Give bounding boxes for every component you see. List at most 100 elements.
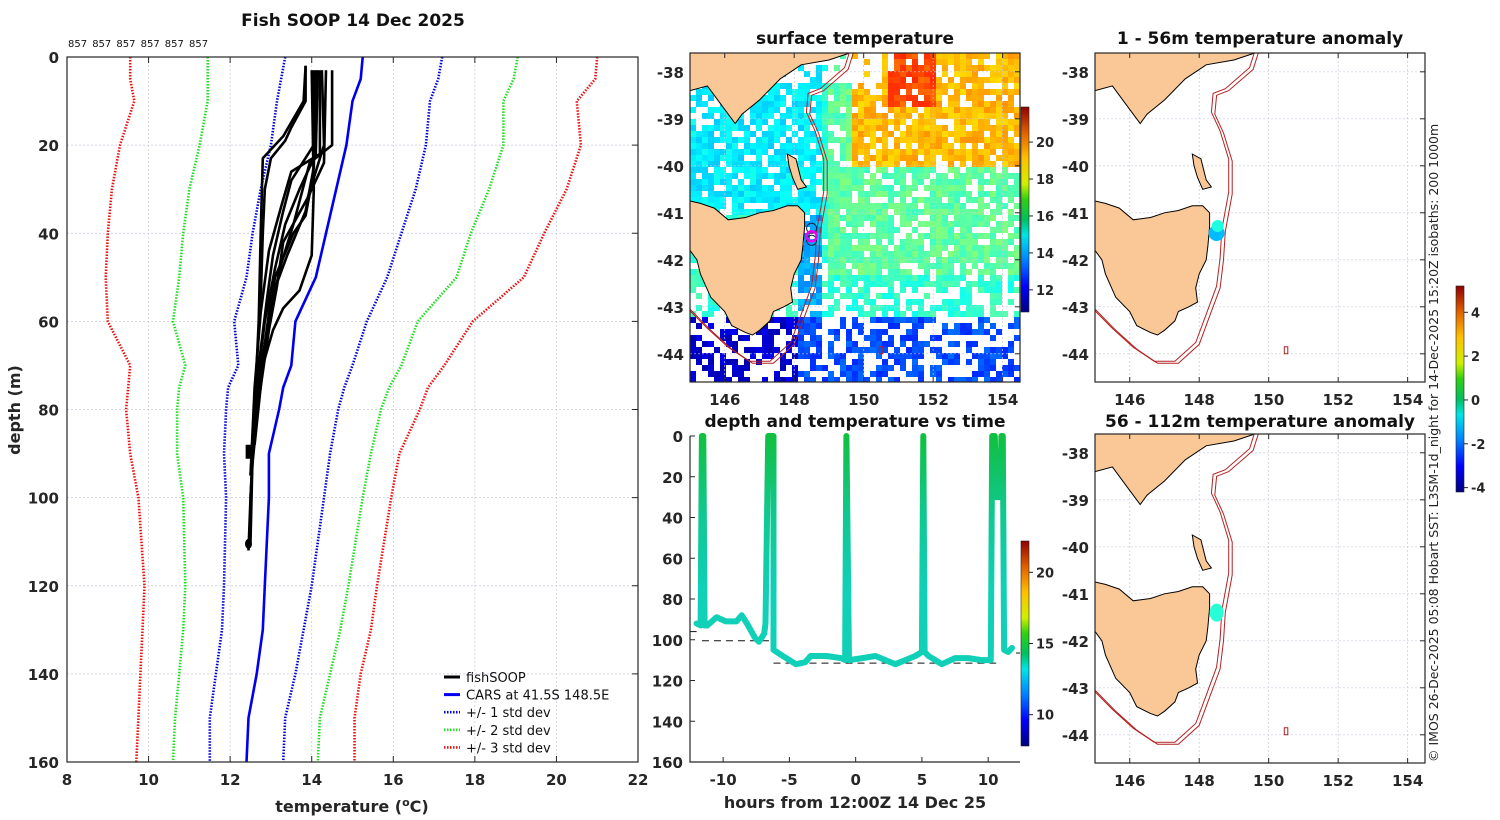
sst-pixel	[942, 245, 948, 251]
sst-pixel	[774, 131, 780, 137]
sst-pixel	[972, 113, 978, 119]
sst-pixel	[1008, 119, 1014, 125]
sst-pixel	[852, 209, 858, 215]
sst-pixel	[786, 185, 792, 191]
sst-pixel	[852, 185, 858, 191]
sst-pixel	[924, 125, 930, 131]
sst-pixel	[930, 365, 936, 371]
sst-pixel	[780, 197, 786, 203]
sst-pixel	[888, 215, 894, 221]
sst-pixel	[732, 329, 738, 335]
sst-pixel	[858, 203, 864, 209]
sst-pixel	[714, 305, 720, 311]
sst-pixel	[690, 275, 696, 281]
sst-pixel	[984, 119, 990, 125]
sst-pixel	[978, 125, 984, 131]
sst-pixel	[702, 365, 708, 371]
sst-pixel	[720, 191, 726, 197]
anomaly-shallow-panel: 1 - 56m temperature anomaly 146 148 150 152…	[1062, 29, 1426, 409]
sst-pixel	[714, 347, 720, 353]
sst-pixel	[852, 131, 858, 137]
sst-pixel	[912, 77, 918, 83]
sst-pixel	[738, 137, 744, 143]
sst-pixel	[900, 203, 906, 209]
sst-pixel	[768, 341, 774, 347]
sst-pixel	[798, 113, 804, 119]
sst-pixel	[1008, 143, 1014, 149]
sst-pixel	[882, 59, 888, 65]
depth-time-axes	[689, 436, 1020, 763]
sst-pixel	[870, 299, 876, 305]
sst-pixel	[870, 173, 876, 179]
sst-pixel	[714, 125, 720, 131]
sst-pixel	[828, 215, 834, 221]
sst-pixel	[966, 377, 972, 382]
sst-pixel	[780, 173, 786, 179]
sst-pixel	[708, 341, 714, 347]
sst-pixel	[1008, 197, 1014, 203]
surface-temperature-panel: surface temperature 146 148 150 152 154-38-3…	[657, 29, 1054, 409]
sst-pixel	[756, 161, 762, 167]
sst-pixel	[876, 281, 882, 287]
sst-pixel	[954, 215, 960, 221]
depth-time-ytick-label: 100	[652, 632, 683, 650]
sst-pixel	[888, 95, 894, 101]
sst-pixel	[870, 371, 876, 377]
profile-location-marker	[806, 222, 818, 234]
sst-pixel	[690, 281, 696, 287]
sst-pixel	[810, 329, 816, 335]
land-tasmania	[690, 200, 806, 336]
sst-pixel	[942, 107, 948, 113]
sst-pixel	[816, 353, 822, 359]
sst-pixel	[768, 173, 774, 179]
sst-pixel	[846, 137, 852, 143]
sst-pixel	[924, 209, 930, 215]
sst-pixel	[864, 101, 870, 107]
sst-pixel	[876, 113, 882, 119]
sst-pixel	[960, 191, 966, 197]
legend-label: fishSOOP	[466, 671, 526, 686]
sst-pixel	[948, 77, 954, 83]
sst-pixel	[972, 377, 978, 382]
sst-pixel	[972, 305, 978, 311]
depth-time-xlabel: hours from 12:00Z 14 Dec 25	[724, 793, 986, 812]
sst-pixel	[720, 107, 726, 113]
anomaly-colorbar-label: -4	[1471, 482, 1485, 497]
sst-pixel	[732, 365, 738, 371]
sst-pixel	[948, 353, 954, 359]
sst-pixel	[768, 101, 774, 107]
sst-pixel	[732, 173, 738, 179]
sst-pixel	[696, 275, 702, 281]
sst-pixel	[1014, 155, 1020, 161]
sst-pixel	[804, 131, 810, 137]
sst-pixel	[876, 269, 882, 275]
sst-pixel	[990, 215, 996, 221]
sst-pixel	[918, 83, 924, 89]
sst-pixel	[858, 107, 864, 113]
sst-pixel	[864, 281, 870, 287]
sst-pixel	[984, 245, 990, 251]
map-xtick-label: 154	[1392, 391, 1423, 409]
sst-pixel	[948, 299, 954, 305]
sst-pixel	[948, 203, 954, 209]
sst-pixel	[864, 203, 870, 209]
sst-pixel	[990, 275, 996, 281]
sst-pixel	[828, 293, 834, 299]
sst-pixel	[900, 71, 906, 77]
sst-pixel	[948, 305, 954, 311]
sst-pixel	[894, 95, 900, 101]
sst-pixel	[984, 353, 990, 359]
sst-pixel	[786, 125, 792, 131]
sst-pixel	[834, 179, 840, 185]
sst-pixel	[990, 233, 996, 239]
sst-pixel	[834, 137, 840, 143]
sst-pixel	[876, 377, 882, 382]
sst-pixel	[798, 173, 804, 179]
sst-pixel	[714, 119, 720, 125]
sst-pixel	[900, 149, 906, 155]
sst-pixel	[828, 185, 834, 191]
sst-pixel	[936, 203, 942, 209]
sst-pixel	[858, 347, 864, 353]
sst-pixel	[828, 119, 834, 125]
